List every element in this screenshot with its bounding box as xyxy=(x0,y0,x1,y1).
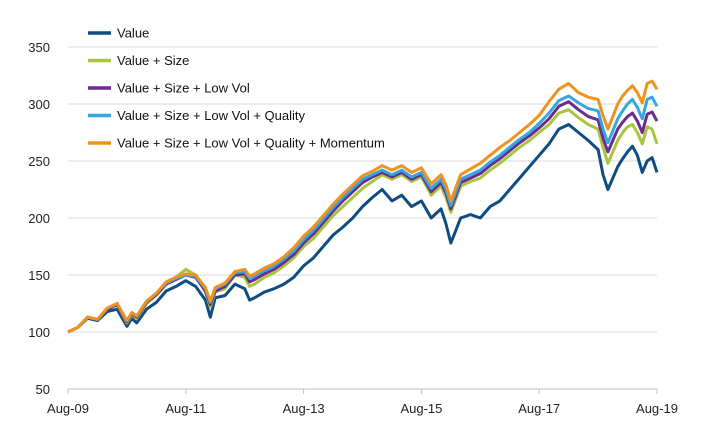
y-tick-label: 350 xyxy=(28,40,50,55)
series-line-1 xyxy=(67,123,659,334)
y-tick-label: 300 xyxy=(28,97,50,112)
y-axis-tick-labels: 50 100 150 200 250 300 350 xyxy=(28,40,50,397)
x-tick-label: Aug-11 xyxy=(165,401,206,416)
x-tick-label: Aug-17 xyxy=(518,401,560,416)
y-tick-label: 50 xyxy=(36,382,50,397)
y-tick-label: 250 xyxy=(28,154,50,169)
legend-label-4: Value + Size + Low Vol + Quality xyxy=(117,108,306,123)
x-axis: Aug-09 Aug-11 Aug-13 Aug-15 Aug-17 Aug-19 xyxy=(47,388,678,416)
series-line-5 xyxy=(67,79,659,334)
grid-lines xyxy=(68,46,657,333)
legend-label-1: Value xyxy=(117,26,149,41)
y-tick-label: 200 xyxy=(28,211,50,226)
x-tick-label: Aug-13 xyxy=(283,401,325,416)
y-tick-label: 100 xyxy=(28,325,50,340)
x-tick-label: Aug-09 xyxy=(47,401,89,416)
y-tick-label: 150 xyxy=(28,268,50,283)
legend-label-2: Value + Size xyxy=(117,53,189,68)
series-lines xyxy=(67,79,659,334)
legend-label-5: Value + Size + Low Vol + Quality + Momen… xyxy=(117,136,385,151)
legend: Value Value + Size Value + Size + Low Vol V… xyxy=(88,26,385,151)
x-tick-label: Aug-19 xyxy=(636,401,678,416)
legend-label-3: Value + Size + Low Vol xyxy=(117,81,250,96)
x-tick-label: Aug-15 xyxy=(400,401,442,416)
